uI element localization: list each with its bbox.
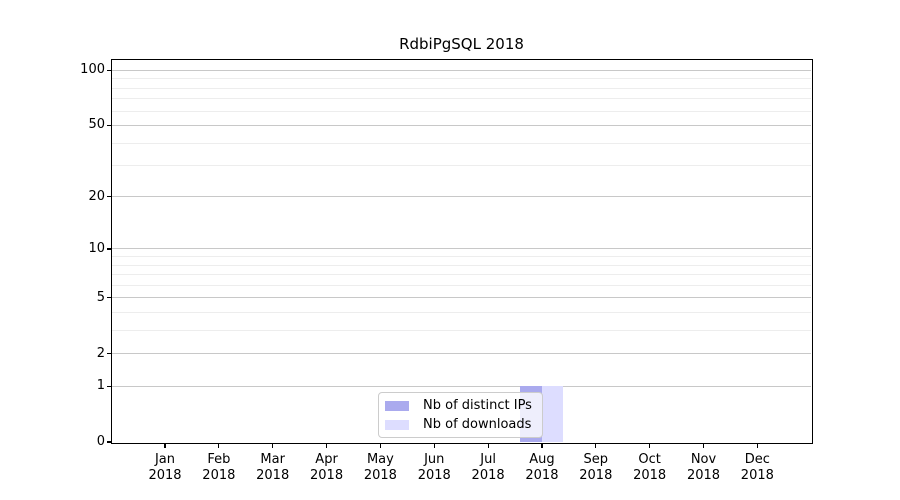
minor-gridline xyxy=(112,142,811,144)
x-tick-year: 2018 xyxy=(256,467,290,483)
major-gridline xyxy=(112,385,811,387)
x-tick-month: Jun xyxy=(424,452,445,467)
x-tick-month: Oct xyxy=(638,452,661,467)
legend-label-downloads: Nb of downloads xyxy=(423,417,532,432)
x-tick-month: Apr xyxy=(315,452,338,467)
x-tick-year: 2018 xyxy=(633,467,667,483)
x-tick-year: 2018 xyxy=(310,467,344,483)
x-tick-year: 2018 xyxy=(202,467,236,483)
x-tick-label: Jan 2018 xyxy=(133,452,197,483)
minor-gridline xyxy=(112,110,811,112)
x-tick-mark xyxy=(218,443,220,448)
x-tick-year: 2018 xyxy=(740,467,774,483)
x-tick-label: Sep 2018 xyxy=(564,452,628,483)
x-tick-label: Nov 2018 xyxy=(672,452,736,483)
minor-gridline xyxy=(112,256,811,258)
minor-gridline xyxy=(112,329,811,331)
x-tick-month: Jul xyxy=(480,452,496,467)
x-tick-label: Mar 2018 xyxy=(241,452,305,483)
y-tick-mark xyxy=(106,69,111,72)
x-tick-year: 2018 xyxy=(579,467,613,483)
x-tick-label: Jul 2018 xyxy=(456,452,520,483)
x-tick-mark xyxy=(487,443,489,448)
x-tick-label: Jun 2018 xyxy=(402,452,466,483)
chart-title: RdbiPgSQL 2018 xyxy=(399,35,524,53)
x-tick-year: 2018 xyxy=(686,467,721,483)
legend-label-distinct-ips: Nb of distinct IPs xyxy=(423,398,532,413)
x-tick-mark xyxy=(702,443,705,448)
x-tick-mark xyxy=(541,443,543,448)
x-tick-label: Aug 2018 xyxy=(510,452,574,483)
x-tick-mark xyxy=(649,443,651,448)
y-tick-mark xyxy=(106,297,111,299)
y-tick-label: 100 xyxy=(80,62,105,78)
y-tick-label: 50 xyxy=(88,117,105,133)
x-tick-month: Sep xyxy=(583,452,609,467)
y-tick-mark xyxy=(106,248,111,250)
x-tick-year: 2018 xyxy=(363,467,397,483)
x-tick-month: Mar xyxy=(260,452,285,467)
y-tick-label: 20 xyxy=(88,188,105,204)
x-tick-label: May 2018 xyxy=(348,452,412,483)
minor-gridline xyxy=(112,87,811,89)
minor-gridline xyxy=(112,274,811,276)
x-tick-label: Apr 2018 xyxy=(295,452,359,483)
legend-entry-downloads: Nb of downloads xyxy=(385,417,534,432)
major-gridline xyxy=(112,69,811,71)
minor-gridline xyxy=(112,78,811,80)
bar-aug-downloads xyxy=(541,386,564,442)
x-tick-year: 2018 xyxy=(417,467,451,483)
x-tick-mark xyxy=(272,443,274,448)
legend: Nb of distinct IPs Nb of downloads xyxy=(378,392,543,438)
x-tick-month: May xyxy=(366,452,394,467)
x-tick-label: Dec 2018 xyxy=(725,452,789,483)
major-gridline xyxy=(112,196,811,198)
minor-gridline xyxy=(112,284,811,286)
minor-gridline xyxy=(112,264,811,266)
y-tick-label: 2 xyxy=(96,345,105,361)
x-tick-month: Jan xyxy=(154,452,176,467)
y-tick-mark xyxy=(106,196,111,198)
x-tick-month: Feb xyxy=(207,452,231,467)
y-tick-label: 10 xyxy=(88,240,105,256)
y-tick-mark xyxy=(106,124,111,127)
x-tick-mark xyxy=(164,443,166,448)
x-tick-month: Aug xyxy=(529,452,555,467)
major-gridline xyxy=(112,353,811,355)
x-tick-month: Nov xyxy=(690,452,717,467)
y-tick-label: 1 xyxy=(96,378,105,394)
x-tick-mark xyxy=(756,443,758,448)
x-tick-mark xyxy=(379,443,381,448)
y-tick-label: 5 xyxy=(96,289,105,305)
major-gridline xyxy=(112,124,811,126)
x-tick-mark xyxy=(325,443,328,448)
downloads-swatch-icon xyxy=(385,419,409,430)
minor-gridline xyxy=(112,98,811,100)
major-gridline xyxy=(112,297,811,299)
minor-gridline xyxy=(112,165,811,167)
major-gridline xyxy=(112,248,811,250)
x-tick-month: Dec xyxy=(744,452,770,467)
x-tick-mark xyxy=(433,443,435,448)
y-tick-label: 0 xyxy=(96,434,105,449)
legend-entry-distinct-ips: Nb of distinct IPs xyxy=(385,398,534,413)
y-tick-mark xyxy=(106,441,111,443)
x-tick-mark xyxy=(595,443,597,448)
x-tick-year: 2018 xyxy=(148,467,182,483)
x-tick-year: 2018 xyxy=(525,467,559,483)
distinct-ips-swatch-icon xyxy=(385,400,409,411)
y-tick-mark xyxy=(106,352,111,355)
x-tick-label: Feb 2018 xyxy=(187,452,251,483)
y-tick-mark xyxy=(106,385,111,387)
x-tick-label: Oct 2018 xyxy=(618,452,682,483)
x-tick-year: 2018 xyxy=(471,467,505,483)
minor-gridline xyxy=(112,311,811,313)
